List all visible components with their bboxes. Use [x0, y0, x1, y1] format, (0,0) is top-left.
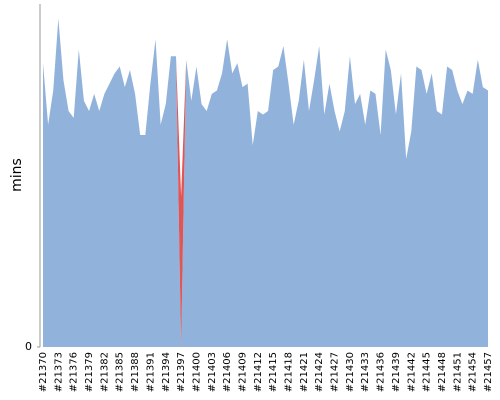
x-tick-label: #21370: [38, 352, 49, 392]
x-tick-label: #21430: [345, 352, 356, 392]
x-tick-label: #21400: [191, 352, 202, 392]
x-tick-label: #21373: [53, 352, 64, 392]
x-tick-label: #21454: [468, 352, 479, 392]
x-tick-label: #21457: [483, 352, 494, 392]
y-tick-label: 0: [25, 340, 32, 353]
area: [43, 18, 488, 348]
y-axis-label: mins: [9, 158, 25, 192]
x-tick-label: #21421: [299, 352, 310, 392]
x-tick-label: #21424: [314, 352, 325, 392]
x-tick-label: #21388: [130, 352, 141, 392]
x-tick-label: #21403: [207, 352, 218, 392]
x-tick-label: #21412: [253, 352, 264, 392]
x-tick-label: #21415: [268, 352, 279, 392]
x-tick-label: #21445: [422, 352, 433, 392]
x-tick-label: #21409: [237, 352, 248, 392]
x-tick-label: #21391: [145, 352, 156, 392]
x-tick-label: #21418: [284, 352, 295, 392]
x-tick-label: #21442: [406, 352, 417, 392]
x-tick-label: #21394: [161, 352, 172, 392]
x-tick-label: #21382: [99, 352, 110, 392]
x-tick-label: #21439: [391, 352, 402, 392]
x-tick-label: #21427: [330, 352, 341, 392]
x-tick-label: #21448: [437, 352, 448, 392]
x-tick-label: #21376: [69, 352, 80, 392]
x-tick-label: #21436: [376, 352, 387, 392]
x-tick-label: #21397: [176, 352, 187, 392]
x-tick-label: #21433: [360, 352, 371, 392]
x-tick-label: #21406: [222, 352, 233, 392]
x-tick-label: #21379: [84, 352, 95, 392]
x-tick-label: #21385: [115, 352, 126, 392]
x-tick-label: #21451: [452, 352, 463, 392]
